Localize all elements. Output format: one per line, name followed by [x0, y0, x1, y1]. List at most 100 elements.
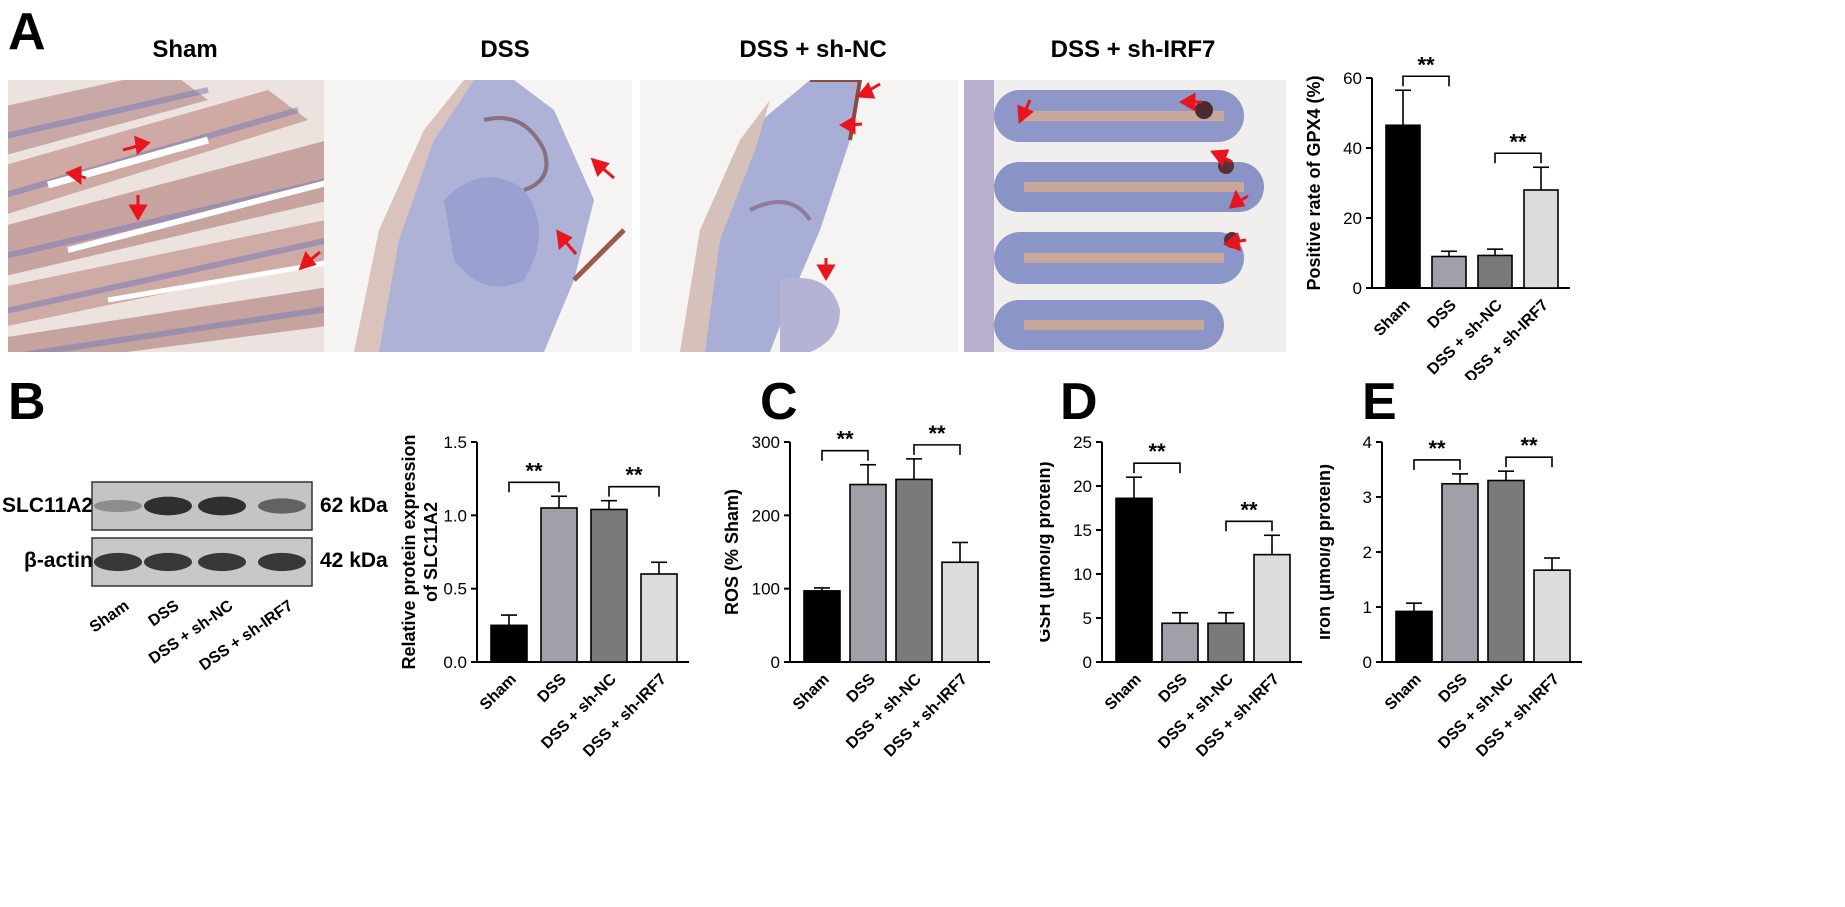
wb-band: [198, 552, 246, 572]
x-tick-label: DSS: [535, 671, 571, 707]
significance-label: **: [836, 427, 854, 452]
y-tick-label: 5: [1083, 609, 1092, 628]
red-arrow-icon: [65, 135, 321, 271]
panel-label-e: E: [1362, 373, 1397, 431]
significance-bracket: [1505, 456, 1553, 468]
y-axis-label-line: of SLC11A2: [421, 502, 441, 602]
y-tick-label: 0: [771, 653, 780, 672]
x-tick-label: DSS: [1156, 671, 1192, 707]
x-tick-label: Sham: [790, 671, 833, 714]
x-tick-label: DSS + sh-IRF7: [1193, 671, 1283, 761]
significance-bracket: [1413, 459, 1461, 470]
micrograph-title-dss: DSS: [480, 36, 530, 63]
y-tick-label: 15: [1073, 521, 1092, 540]
y-axis-label: ROS (% Sham): [722, 489, 742, 615]
significance-bracket: [508, 481, 560, 493]
y-axis-label-line: Relative protein expression: [399, 434, 419, 669]
wb-size-42kda: 42 kDa: [320, 549, 388, 572]
panel-label-c: C: [760, 373, 798, 431]
y-tick-label: 1: [1363, 598, 1372, 617]
wb-label-slc11a2: SLC11A2: [2, 494, 94, 517]
y-tick-label: 0: [1083, 653, 1092, 672]
micrograph-title-sh-irf7: DSS + sh-IRF7: [1050, 36, 1216, 63]
significance-label: **: [1520, 433, 1538, 458]
significance-label: **: [1417, 52, 1435, 77]
wb-size-62kda: 62 kDa: [320, 494, 388, 517]
bar: [1253, 553, 1291, 663]
significance-label: **: [928, 421, 946, 446]
panel-label-a: A: [8, 3, 46, 61]
x-tick-label: Sham: [477, 671, 520, 714]
wb-lane-label: DSS: [146, 597, 183, 630]
y-tick-label: 40: [1343, 139, 1362, 158]
wb-band: [144, 496, 192, 516]
y-axis-label: Positive rate of GPX4 (%): [1304, 75, 1324, 290]
y-tick-label: 0.0: [443, 653, 467, 672]
y-tick-label: 0.5: [443, 580, 467, 599]
micrograph-sh-irf7: [964, 80, 1286, 352]
bar: [1487, 479, 1525, 663]
micrograph-title-sham: Sham: [152, 36, 218, 63]
y-tick-label: 1.5: [443, 433, 467, 452]
red-arrow-icon: [1017, 92, 1249, 252]
x-tick-label: Sham: [1382, 671, 1425, 714]
significance-label: **: [1428, 436, 1446, 461]
significance-bracket: [1402, 75, 1450, 87]
y-tick-label: 60: [1343, 69, 1362, 88]
significance-label: **: [1148, 439, 1166, 464]
y-tick-label: 100: [752, 580, 780, 599]
bar: [590, 508, 628, 663]
bar: [1477, 254, 1513, 289]
bar: [1161, 622, 1199, 663]
wb-lane-label: Sham: [87, 597, 132, 636]
y-axis-label: Relative protein expression of SLC11A2: [399, 434, 441, 669]
bar: [490, 624, 528, 663]
bar: [1533, 569, 1571, 663]
significance-label: **: [625, 463, 643, 488]
y-tick-label: 0: [1363, 653, 1372, 672]
y-tick-label: 4: [1363, 433, 1372, 452]
micrograph-dss: [324, 80, 632, 352]
chart-gsh: 0 5 10 15 20 25 GSH (μmol/g protein) Sham DSSDSS…: [1040, 433, 1302, 761]
panel-label-b: B: [8, 373, 46, 431]
y-tick-label: 20: [1343, 209, 1362, 228]
significance-label: **: [1509, 129, 1527, 154]
y-tick-label: 20: [1073, 477, 1092, 496]
significance-bracket: [821, 449, 869, 461]
y-tick-label: 3: [1363, 488, 1372, 507]
y-tick-label: 1.0: [443, 506, 467, 525]
x-tick-label: Sham: [1371, 297, 1414, 340]
micrograph-sh-nc: [640, 80, 958, 352]
significance-label: **: [1240, 497, 1258, 522]
significance-bracket: [608, 485, 660, 497]
micrograph-sham: [8, 80, 374, 352]
significance-bracket: [1133, 462, 1181, 474]
wb-band: [144, 552, 192, 572]
wb-band: [258, 498, 306, 514]
bar: [640, 573, 678, 663]
bar: [895, 478, 933, 663]
y-tick-label: 300: [752, 433, 780, 452]
x-tick-label: Sham: [1102, 671, 1145, 714]
red-arrow-icon: [816, 82, 881, 281]
bar: [1523, 189, 1559, 289]
wb-label-beta-actin: β-actin: [24, 549, 93, 572]
x-tick-label: DSS + sh-IRF7: [1473, 671, 1563, 761]
y-axis-label: GSH (μmol/g protein): [1040, 461, 1054, 642]
y-tick-label: 200: [752, 506, 780, 525]
significance-bracket: [1494, 152, 1542, 164]
y-axis-label: Iron (μmol/g protein): [1320, 464, 1334, 640]
bar: [540, 507, 578, 663]
bar: [849, 483, 887, 663]
x-tick-label: DSS: [1425, 297, 1461, 333]
x-tick-label: DSS + sh-IRF7: [881, 671, 971, 761]
y-tick-label: 10: [1073, 565, 1092, 584]
significance-bracket: [913, 444, 961, 455]
bar: [941, 561, 979, 663]
bar: [1441, 483, 1479, 663]
